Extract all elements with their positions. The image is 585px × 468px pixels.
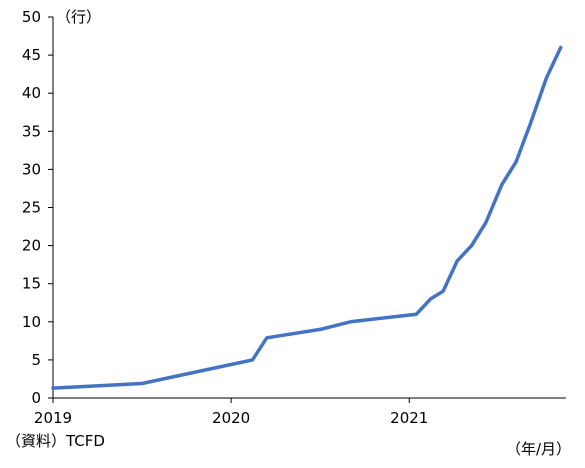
y-tick-label: 0 bbox=[31, 389, 41, 407]
y-axis: 0 5 10 15 20 25 30 35 40 45 50 bbox=[22, 8, 54, 407]
x-axis-unit-label: （年/月） bbox=[506, 440, 572, 458]
data-point bbox=[215, 366, 218, 369]
data-point bbox=[515, 160, 518, 163]
data-point bbox=[559, 46, 562, 49]
y-tick-label: 30 bbox=[22, 160, 41, 178]
y-tick-label: 5 bbox=[31, 351, 41, 369]
series-line bbox=[51, 45, 563, 390]
y-tick-label: 50 bbox=[22, 8, 41, 26]
y-tick-label: 10 bbox=[22, 313, 41, 331]
y-axis-unit-label: （行） bbox=[56, 8, 101, 26]
data-point bbox=[529, 122, 532, 125]
data-point bbox=[415, 313, 418, 316]
x-axis: 2019 2020 2021 bbox=[34, 397, 566, 427]
data-point bbox=[319, 328, 322, 331]
data-point bbox=[251, 358, 254, 361]
data-point bbox=[456, 259, 459, 262]
y-tick-label: 40 bbox=[22, 84, 41, 102]
data-point bbox=[52, 387, 54, 390]
y-tick-label: 45 bbox=[22, 46, 41, 64]
y-tick-label: 20 bbox=[22, 237, 41, 255]
data-point bbox=[470, 244, 473, 247]
data-point bbox=[442, 290, 445, 293]
data-point bbox=[500, 183, 503, 186]
x-tick-label: 2021 bbox=[390, 409, 428, 427]
y-tick-label: 25 bbox=[22, 199, 41, 217]
y-tick-label: 15 bbox=[22, 275, 41, 293]
x-tick-label: 2020 bbox=[212, 409, 250, 427]
source-note: （資料）TCFD bbox=[6, 432, 105, 450]
data-point bbox=[484, 221, 487, 224]
x-tick-label: 2019 bbox=[34, 409, 72, 427]
y-tick-label: 35 bbox=[22, 122, 41, 140]
data-point bbox=[545, 76, 548, 79]
series-group bbox=[51, 45, 563, 390]
data-point bbox=[141, 382, 144, 385]
data-point bbox=[349, 320, 352, 323]
data-point bbox=[429, 297, 432, 300]
data-point bbox=[265, 336, 268, 339]
